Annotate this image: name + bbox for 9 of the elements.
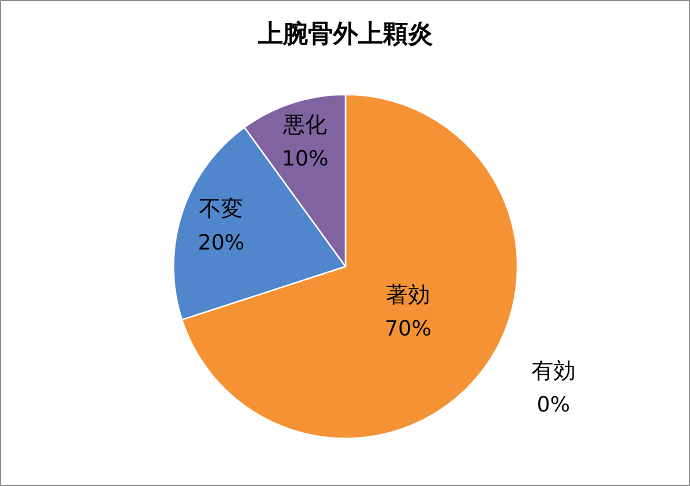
slice-label: 悪化 <box>282 113 328 138</box>
data-label: 10% <box>282 146 328 171</box>
data-label: 20% <box>198 230 245 255</box>
text: 0% <box>536 392 570 416</box>
category-label: 有効 <box>531 358 576 384</box>
slice-label: 著効 <box>386 282 430 308</box>
chart-title: 上腕骨外上顆炎 <box>257 19 433 48</box>
slice-label: 不変 <box>199 197 244 222</box>
data-label: 70% <box>384 316 432 340</box>
